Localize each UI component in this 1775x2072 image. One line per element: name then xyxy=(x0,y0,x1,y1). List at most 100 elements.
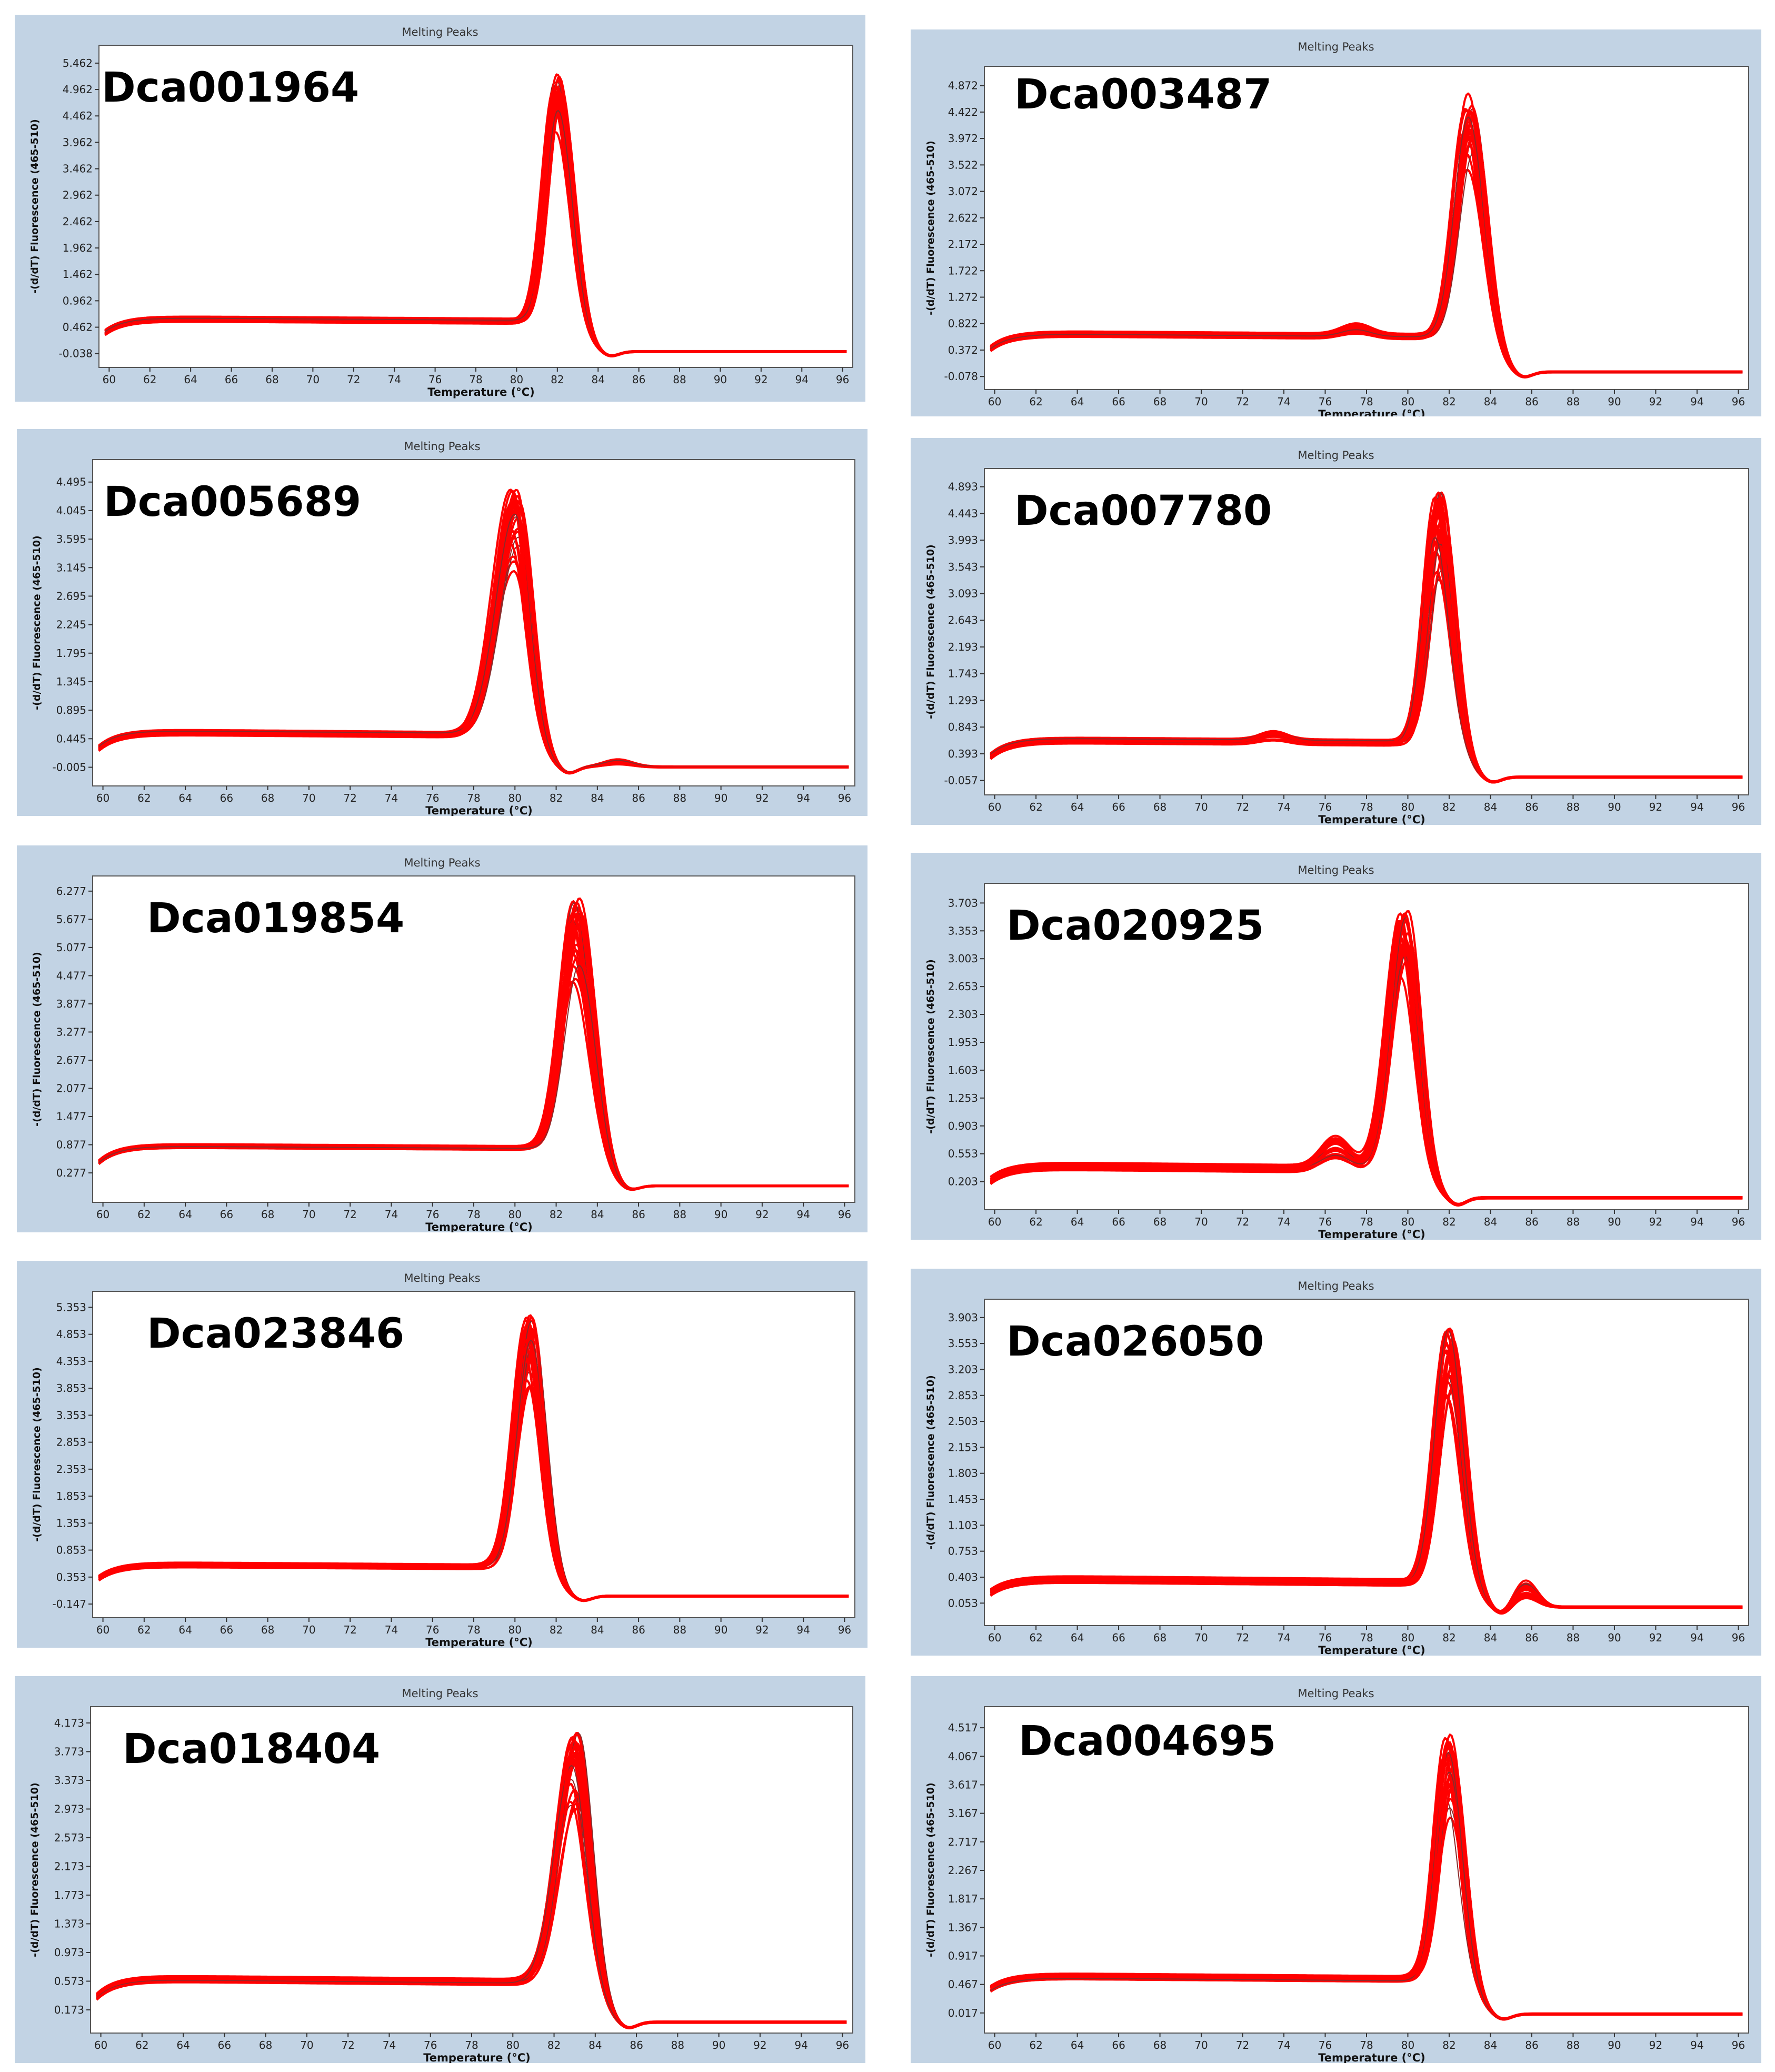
chart-panel-dca023846: Melting Peaks -0.147 0.353 0.853 1.353 1.853 2… xyxy=(17,1261,867,1648)
y-tick-label: 1.373 xyxy=(54,1917,84,1930)
y-tick-label: 2.643 xyxy=(948,614,978,626)
chart-panel-dca005689: Melting Peaks -0.005 0.445 0.895 1.345 1.795 2… xyxy=(17,429,867,816)
y-tick-label: -0.057 xyxy=(944,774,978,787)
x-tick-label: 66 xyxy=(1112,801,1125,813)
x-tick-label: 76 xyxy=(1319,2039,1332,2051)
chart-panel-dca007780: Melting Peaks -0.057 0.393 0.843 1.293 1.743 2… xyxy=(911,438,1761,825)
x-tick-label: 80 xyxy=(510,373,523,386)
melting-peak-chart: Melting Peaks 0.203 0.553 0.903 1.253 1.603 1.… xyxy=(925,864,1749,1240)
x-tick-label: 80 xyxy=(1401,395,1414,408)
chart-panel-dca026050: Melting Peaks 0.053 0.403 0.753 1.103 1.453 1.… xyxy=(911,1269,1761,1656)
y-tick-label: 1.803 xyxy=(948,1467,978,1480)
x-tick-label: 84 xyxy=(591,1623,604,1636)
y-tick-label: 3.877 xyxy=(56,998,86,1010)
y-tick-label: 0.553 xyxy=(948,1148,978,1160)
sample-curve xyxy=(98,490,849,775)
x-tick-label: 78 xyxy=(467,1208,480,1221)
x-tick-label: 72 xyxy=(343,1208,356,1221)
x-tick-label: 94 xyxy=(1690,1216,1703,1228)
x-tick-label: 84 xyxy=(589,2039,602,2051)
x-tick-label: 76 xyxy=(1319,395,1332,408)
x-tick-label: 70 xyxy=(302,792,315,804)
y-tick-label: 4.853 xyxy=(56,1328,86,1341)
x-tick-label: 74 xyxy=(385,1623,398,1636)
x-tick-label: 62 xyxy=(1029,1631,1042,1644)
x-axis-label: Temperature (°C) xyxy=(1318,1644,1425,1656)
y-axis-label: -(d/dT) Fluorescence (465-510) xyxy=(925,544,936,719)
y-axis-label: -(d/dT) Fluorescence (465-510) xyxy=(29,119,41,294)
x-tick-label: 92 xyxy=(1649,1216,1662,1228)
y-tick-label: 2.267 xyxy=(948,1864,978,1877)
melting-curves xyxy=(990,491,1743,784)
x-tick-label: 62 xyxy=(1029,2039,1042,2051)
melting-peak-chart: Melting Peaks 0.173 0.573 0.973 1.373 1.773 2.… xyxy=(29,1687,853,2063)
x-tick-label: 72 xyxy=(343,792,356,804)
x-tick-label: 70 xyxy=(302,1208,315,1221)
y-tick-label: 4.517 xyxy=(948,1721,978,1734)
marker-label: Dca001964 xyxy=(102,64,359,112)
x-tick-label: 74 xyxy=(385,792,398,804)
x-tick-label: 60 xyxy=(96,792,109,804)
y-tick-label: 0.467 xyxy=(948,1978,978,1991)
y-tick-label: 0.877 xyxy=(56,1139,86,1151)
y-tick-label: 3.903 xyxy=(948,1311,978,1324)
y-tick-label: 4.962 xyxy=(63,83,93,96)
chart-panel-dca003487: Melting Peaks -0.078 0.372 0.822 1.272 1.722 2… xyxy=(911,29,1761,416)
sample-curve xyxy=(990,491,1743,783)
y-tick-label: -0.147 xyxy=(53,1598,86,1610)
x-tick-label: 90 xyxy=(1608,1216,1621,1228)
y-tick-label: 3.773 xyxy=(54,1745,84,1758)
y-tick-label: 5.353 xyxy=(56,1301,86,1313)
x-tick-label: 62 xyxy=(1029,1216,1042,1228)
x-tick-label: 90 xyxy=(1608,2039,1621,2051)
panel-title: Melting Peaks xyxy=(402,26,478,38)
x-tick-label: 90 xyxy=(714,1208,727,1221)
x-tick-label: 88 xyxy=(673,792,686,804)
x-tick-label: 82 xyxy=(550,792,563,804)
x-tick-label: 66 xyxy=(220,1208,233,1221)
x-tick-label: 80 xyxy=(1401,2039,1414,2051)
x-tick-label: 74 xyxy=(1277,395,1290,408)
x-tick-label: 82 xyxy=(550,1208,563,1221)
x-tick-label: 86 xyxy=(1525,1631,1538,1644)
x-tick-label: 94 xyxy=(1690,801,1703,813)
y-tick-label: 2.622 xyxy=(948,212,978,224)
melting-peak-chart: Melting Peaks -0.038 0.462 0.962 1.462 1.962 2… xyxy=(29,26,853,399)
x-tick-label: 86 xyxy=(1525,1216,1538,1228)
x-tick-label: 78 xyxy=(1360,1631,1373,1644)
x-tick-label: 86 xyxy=(1525,2039,1538,2051)
x-tick-label: 94 xyxy=(796,792,810,804)
chart-panel-dca018404: Melting Peaks 0.173 0.573 0.973 1.373 1.773 2.… xyxy=(15,1676,865,2063)
x-tick-label: 90 xyxy=(714,373,727,386)
y-tick-label: 0.962 xyxy=(63,294,93,307)
y-tick-label: 1.353 xyxy=(56,1517,86,1529)
x-tick-label: 92 xyxy=(1649,2039,1662,2051)
y-tick-label: 0.917 xyxy=(948,1949,978,1962)
y-tick-label: 1.962 xyxy=(63,242,93,254)
x-tick-label: 70 xyxy=(1194,1216,1208,1228)
x-tick-label: 88 xyxy=(1567,801,1580,813)
y-tick-label: 0.017 xyxy=(948,2007,978,2019)
y-tick-label: 1.367 xyxy=(948,1921,978,1934)
panel-title: Melting Peaks xyxy=(1298,41,1374,53)
y-tick-label: 4.422 xyxy=(948,106,978,118)
y-tick-label: 0.393 xyxy=(948,748,978,760)
x-tick-label: 64 xyxy=(1071,395,1084,408)
x-tick-label: 68 xyxy=(1153,1631,1166,1644)
x-tick-label: 68 xyxy=(259,2039,272,2051)
x-tick-label: 68 xyxy=(1153,2039,1166,2051)
x-tick-label: 88 xyxy=(673,373,686,386)
x-axis-label: Temperature (°C) xyxy=(425,804,532,816)
y-tick-label: 1.345 xyxy=(56,675,86,688)
x-tick-label: 70 xyxy=(300,2039,313,2051)
x-tick-label: 96 xyxy=(1732,395,1745,408)
x-tick-label: 86 xyxy=(1525,801,1538,813)
marker-label: Dca020925 xyxy=(1006,902,1264,950)
x-tick-label: 78 xyxy=(467,792,480,804)
x-axis-label: Temperature (°C) xyxy=(1318,813,1425,825)
x-tick-label: 72 xyxy=(347,373,360,386)
x-tick-label: 72 xyxy=(1236,395,1249,408)
x-tick-label: 60 xyxy=(988,801,1001,813)
marker-label: Dca023846 xyxy=(147,1310,404,1358)
y-tick-label: 2.172 xyxy=(948,238,978,251)
